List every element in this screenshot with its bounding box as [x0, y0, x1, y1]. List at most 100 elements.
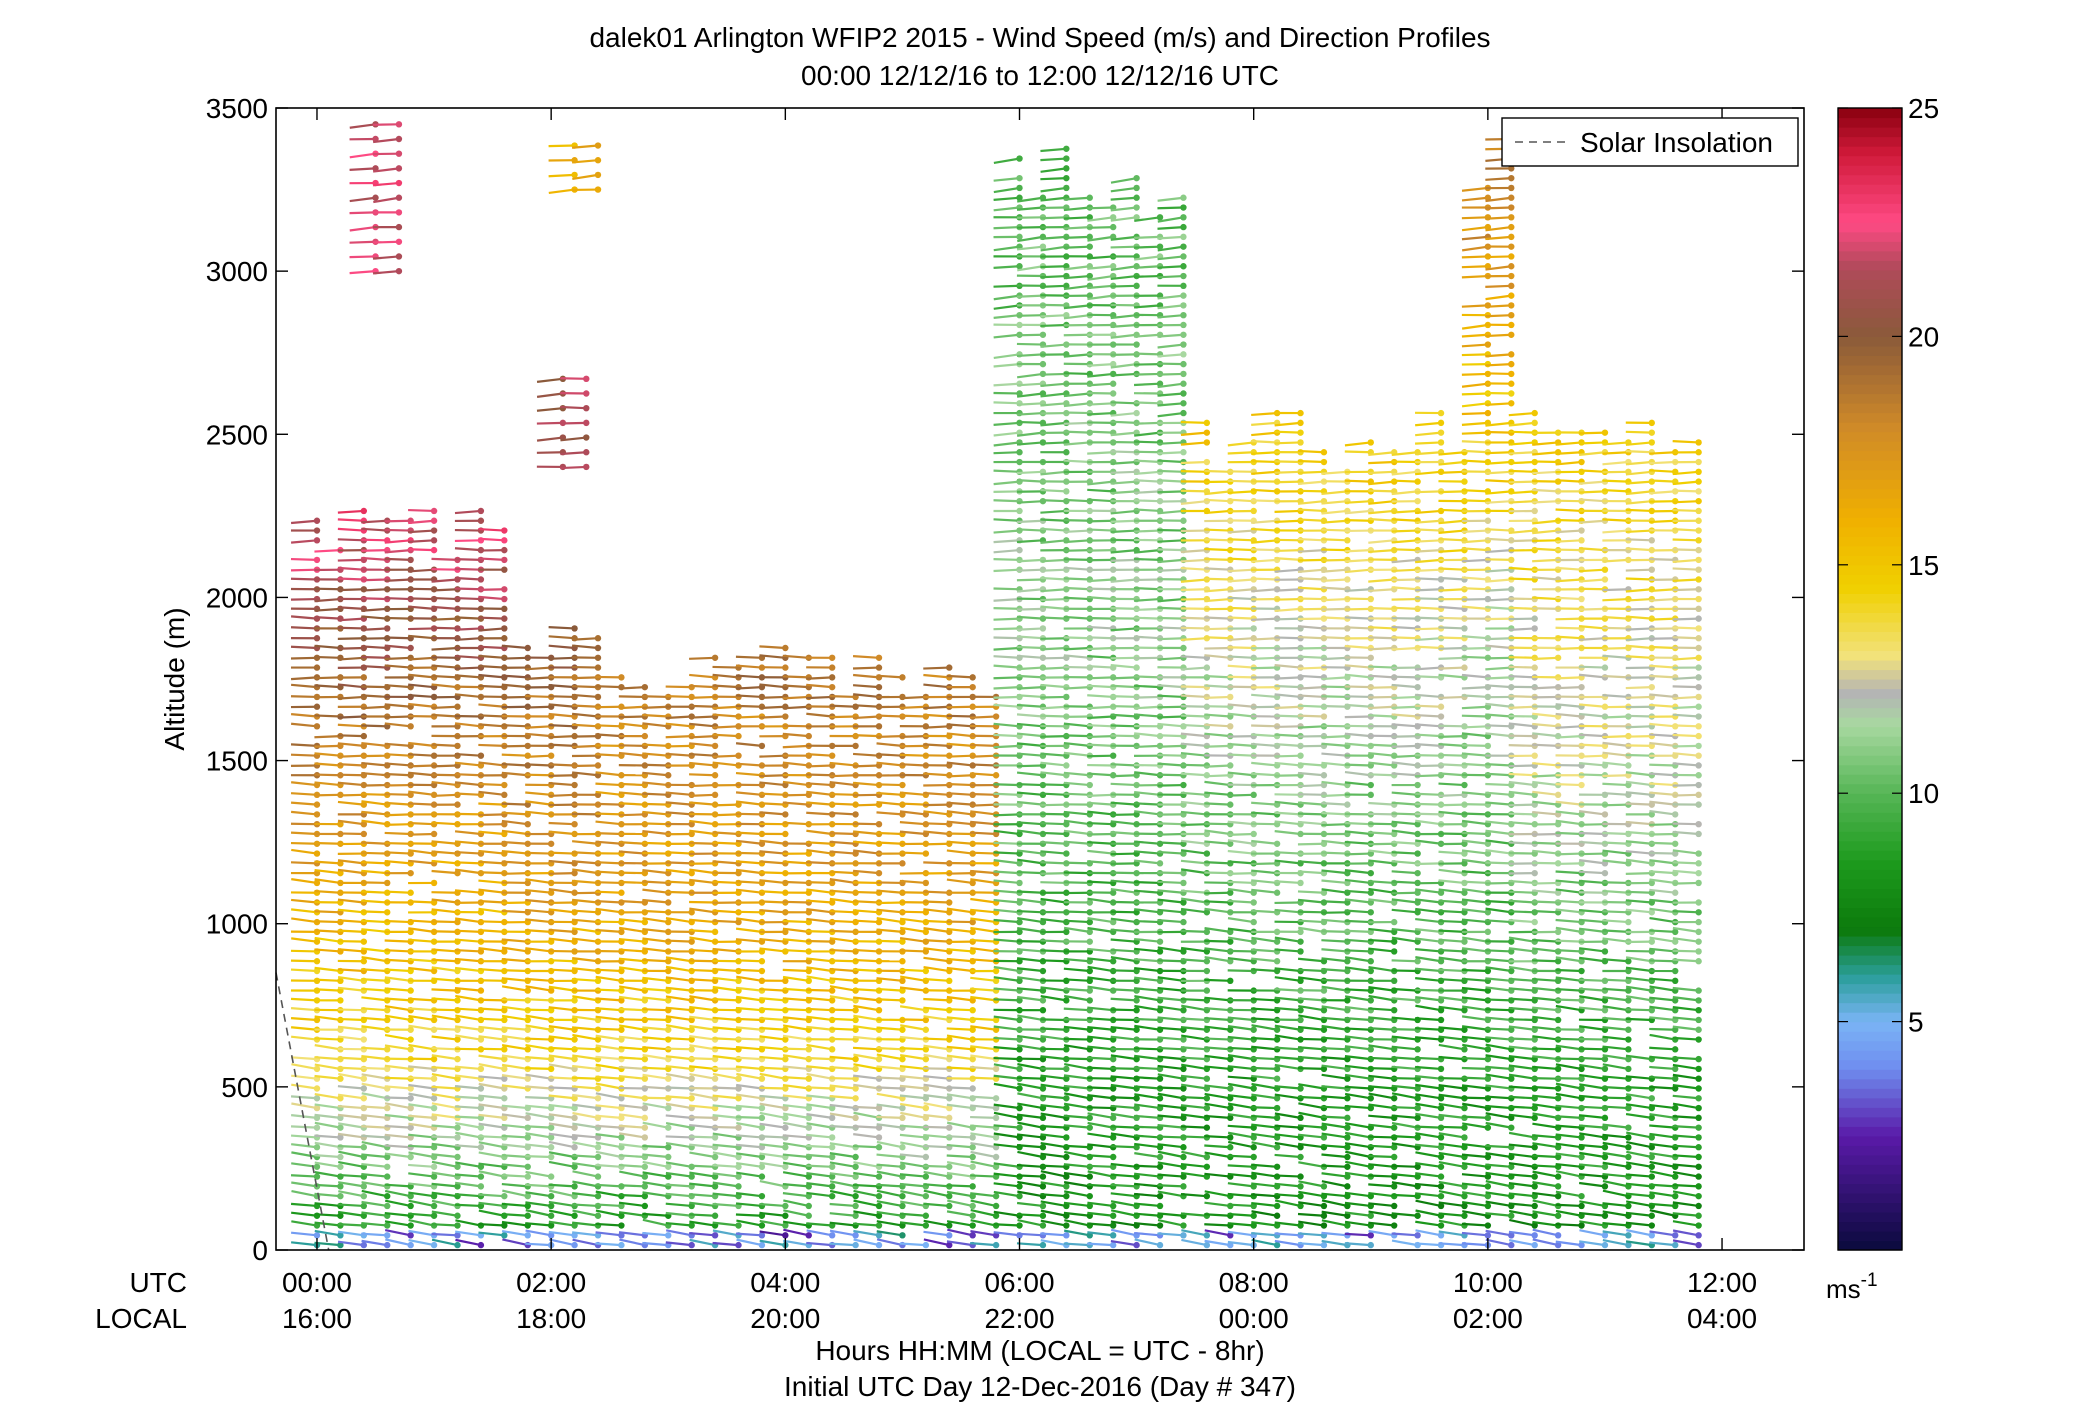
- wind-barb: [572, 1093, 599, 1100]
- wind-barb: [478, 1141, 505, 1149]
- wind-barb-head: [501, 820, 508, 828]
- wind-barb-head: [313, 879, 321, 887]
- wind-barb-head: [547, 1065, 555, 1073]
- wind-barb: [314, 966, 341, 973]
- wind-barb-head: [758, 958, 766, 965]
- wind-barb: [525, 1067, 552, 1071]
- wind-barb: [993, 1223, 1020, 1227]
- wind-barb: [361, 556, 388, 562]
- wind-barb: [408, 1182, 435, 1188]
- wind-barb: [408, 1218, 435, 1227]
- wind-barb: [337, 793, 364, 797]
- wind-barb-head: [711, 1153, 719, 1161]
- wind-barb: [501, 860, 528, 865]
- wind-barb: [1087, 754, 1114, 758]
- wind-barb: [291, 1181, 318, 1188]
- wind-barb-head: [828, 664, 836, 671]
- wind-barb: [548, 1103, 575, 1110]
- wind-barb: [618, 715, 645, 719]
- wind-barb-head: [1016, 1183, 1023, 1190]
- wind-barb: [454, 752, 481, 757]
- wind-barb: [618, 695, 645, 699]
- wind-barb-head: [1133, 409, 1140, 417]
- wind-barb: [759, 1135, 786, 1139]
- wind-barb-head: [571, 1036, 578, 1043]
- wind-barb: [408, 1133, 435, 1139]
- wind-barb: [1087, 715, 1114, 720]
- wind-barb: [431, 1238, 458, 1247]
- wind-barb-head: [1016, 1016, 1023, 1024]
- wind-barb: [1040, 666, 1067, 670]
- wind-barb-head: [969, 1163, 976, 1170]
- wind-barb-head: [501, 1232, 508, 1239]
- wind-barb-head: [313, 1163, 321, 1170]
- wind-barb: [384, 1211, 411, 1217]
- wind-barb: [361, 1172, 388, 1178]
- wind-barb: [361, 1134, 388, 1139]
- wind-barb: [712, 705, 739, 710]
- wind-barb: [431, 850, 458, 855]
- wind-barb-head: [524, 1075, 531, 1082]
- wind-barb-head: [946, 664, 953, 671]
- wind-barb-head: [477, 1124, 485, 1131]
- wind-barb: [525, 929, 552, 933]
- wind-barb: [1087, 451, 1114, 455]
- wind-barb-head: [1063, 155, 1070, 162]
- wind-barb: [1110, 774, 1137, 778]
- wind-barb-head: [501, 1114, 508, 1122]
- wind-barb-head: [571, 1183, 578, 1190]
- wind-barb: [1087, 832, 1114, 836]
- wind-barb: [408, 753, 435, 757]
- wind-barb: [431, 1073, 458, 1080]
- wind-barb: [1016, 294, 1043, 298]
- wind-barb: [361, 655, 388, 659]
- wind-barb: [642, 792, 669, 796]
- wind-barb: [759, 1066, 786, 1071]
- wind-barb-head: [571, 869, 578, 877]
- wind-barb: [337, 1203, 364, 1208]
- wind-barb: [361, 1181, 388, 1188]
- wind-barb: [572, 1026, 599, 1031]
- wind-barb: [384, 1124, 411, 1129]
- wind-barb: [923, 997, 950, 1002]
- wind-barb: [384, 596, 411, 601]
- wind-barb: [337, 868, 364, 875]
- wind-barb: [1087, 684, 1114, 689]
- wind-barb: [525, 705, 552, 709]
- wind-barb: [361, 1125, 388, 1129]
- wind-barb: [712, 998, 739, 1002]
- wind-barb-head: [501, 635, 508, 642]
- wind-barb: [572, 1054, 599, 1061]
- wind-barb-head: [735, 1241, 742, 1249]
- wind-barb-head: [1109, 390, 1117, 397]
- wind-barb-head: [922, 1222, 930, 1229]
- wind-barb: [290, 753, 318, 757]
- wind-barb: [1087, 646, 1114, 651]
- wind-barb: [431, 869, 458, 875]
- wind-barb: [478, 1047, 505, 1051]
- wind-barb: [501, 1182, 528, 1188]
- wind-barb: [290, 1007, 318, 1012]
- wind-barb-head: [407, 1046, 414, 1053]
- wind-barb: [1087, 402, 1114, 406]
- wind-barb-head: [430, 1144, 438, 1151]
- wind-barb-head: [360, 1026, 368, 1033]
- wind-barb-head: [430, 1075, 438, 1082]
- wind-barb: [1040, 1027, 1067, 1031]
- wind-barb: [852, 734, 880, 738]
- wind-barb-head: [430, 537, 438, 544]
- wind-barb-head: [1109, 1232, 1117, 1239]
- wind-barb: [361, 1066, 388, 1071]
- wind-barb: [454, 792, 481, 796]
- wind-barb: [314, 762, 341, 767]
- wind-barb: [923, 900, 950, 904]
- wind-barb-head: [782, 1232, 789, 1239]
- wind-barb: [595, 1063, 622, 1070]
- wind-barb: [361, 1189, 388, 1198]
- wind-barb: [1016, 666, 1043, 671]
- wind-barb: [361, 792, 388, 796]
- wind-barb: [290, 1134, 318, 1139]
- wind-barb: [384, 1189, 411, 1198]
- wind-barb: [431, 646, 458, 651]
- wind-barb: [431, 764, 458, 768]
